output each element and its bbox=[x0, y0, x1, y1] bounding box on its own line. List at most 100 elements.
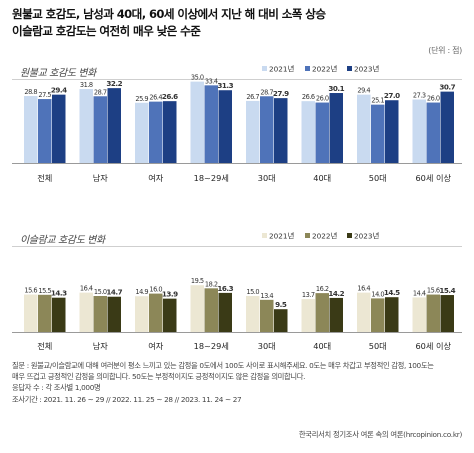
value-label-30대-2023년: 27.9 bbox=[273, 89, 289, 98]
value-label-60세 이상-2022년: 26.0 bbox=[427, 95, 440, 103]
legend-label-2023년: 2023년 bbox=[354, 65, 379, 74]
legend-label-2022년: 2022년 bbox=[312, 232, 337, 241]
headline-line-1: 원불교 호감도, 남성과 40대, 60세 이상에서 지난 해 대비 소폭 상승 bbox=[12, 7, 326, 21]
bar-남자-2022년 bbox=[93, 96, 107, 163]
value-label-18~29세-2022년: 18.2 bbox=[205, 280, 218, 288]
value-label-40대-2021년: 26.6 bbox=[302, 93, 315, 101]
value-label-남자-2021년: 31.8 bbox=[80, 81, 93, 89]
legend-swatch-2022년 bbox=[305, 233, 310, 238]
value-label-전체-2021년: 28.8 bbox=[24, 88, 37, 96]
value-label-40대-2021년: 13.7 bbox=[302, 291, 315, 299]
value-label-전체-2022년: 15.5 bbox=[38, 287, 51, 295]
value-label-남자-2022년: 15.0 bbox=[94, 288, 107, 296]
bar-60세 이상-2021년 bbox=[412, 297, 426, 332]
value-label-전체-2023년: 14.3 bbox=[51, 289, 67, 298]
bar-60세 이상-2021년 bbox=[412, 99, 426, 163]
bar-60세 이상-2023년 bbox=[440, 91, 454, 163]
value-label-여자-2023년: 26.6 bbox=[162, 92, 178, 101]
bar-40대-2022년 bbox=[315, 293, 329, 332]
category-label-전체: 전체 bbox=[37, 341, 52, 351]
unit-label: (단위 : 점) bbox=[428, 46, 462, 55]
legend-swatch-2022년 bbox=[305, 66, 310, 71]
bar-여자-2022년 bbox=[149, 101, 163, 163]
bar-50대-2021년 bbox=[357, 94, 371, 163]
section-divider-2 bbox=[12, 246, 462, 247]
bar-50대-2022년 bbox=[371, 298, 385, 332]
bar-30대-2021년 bbox=[246, 296, 260, 332]
value-label-여자-2022년: 16.0 bbox=[149, 286, 162, 294]
bar-여자-2023년 bbox=[163, 101, 177, 163]
value-label-40대-2023년: 30.1 bbox=[328, 84, 344, 93]
category-label-18~29세: 18~29세 bbox=[194, 173, 229, 183]
section-title-won-buddhism: 원불교 호감도 변화 bbox=[20, 68, 96, 79]
bar-전체-2021년 bbox=[24, 294, 38, 332]
bar-60세 이상-2022년 bbox=[426, 102, 440, 163]
category-label-60세 이상: 60세 이상 bbox=[415, 341, 451, 351]
bar-40대-2023년 bbox=[329, 297, 343, 332]
source-note: 한국리서치 정기조사 여론 속의 여론(hrcopinion.co.kr) bbox=[298, 430, 462, 439]
bar-30대-2022년 bbox=[260, 96, 274, 163]
bar-여자-2021년 bbox=[135, 296, 149, 332]
bar-여자-2023년 bbox=[163, 298, 177, 332]
bar-50대-2021년 bbox=[357, 292, 371, 332]
bar-18~29세-2021년 bbox=[190, 285, 204, 332]
value-label-40대-2022년: 16.2 bbox=[316, 285, 329, 293]
legend-label-2021년: 2021년 bbox=[269, 232, 294, 241]
category-label-60세 이상: 60세 이상 bbox=[415, 173, 451, 183]
category-label-40대: 40대 bbox=[313, 173, 331, 183]
bar-50대-2022년 bbox=[371, 104, 385, 163]
category-label-남자: 남자 bbox=[93, 341, 109, 351]
category-label-18~29세: 18~29세 bbox=[194, 341, 229, 351]
bar-18~29세-2023년 bbox=[218, 292, 232, 332]
value-label-50대-2023년: 14.5 bbox=[384, 288, 400, 297]
value-label-30대-2021년: 15.0 bbox=[246, 288, 259, 296]
legend-label-2022년: 2022년 bbox=[312, 65, 337, 74]
bar-40대-2023년 bbox=[329, 93, 343, 163]
bar-남자-2021년 bbox=[79, 292, 93, 332]
value-label-30대-2023년: 9.5 bbox=[275, 300, 287, 309]
value-label-여자-2021년: 14.9 bbox=[135, 288, 148, 296]
value-label-여자-2021년: 25.9 bbox=[135, 95, 148, 103]
bar-전체-2023년 bbox=[52, 297, 66, 332]
category-label-30대: 30대 bbox=[258, 173, 276, 183]
value-label-60세 이상-2023년: 30.7 bbox=[439, 83, 455, 92]
headline: 원불교 호감도, 남성과 40대, 60세 이상에서 지난 해 대비 소폭 상승… bbox=[12, 6, 464, 40]
bar-남자-2023년 bbox=[107, 296, 121, 332]
section-title-islam: 이슬람교 호감도 변화 bbox=[20, 235, 105, 246]
bar-60세 이상-2023년 bbox=[440, 295, 454, 332]
value-label-40대-2022년: 26.0 bbox=[316, 95, 329, 103]
value-label-30대-2021년: 26.7 bbox=[246, 93, 259, 101]
category-label-50대: 50대 bbox=[369, 173, 387, 183]
value-label-60세 이상-2023년: 15.4 bbox=[439, 286, 455, 295]
bar-전체-2022년 bbox=[38, 99, 52, 163]
bar-30대-2023년 bbox=[274, 98, 288, 163]
value-label-50대-2021년: 29.4 bbox=[357, 87, 370, 95]
bar-18~29세-2022년 bbox=[204, 85, 218, 163]
bar-남자-2022년 bbox=[93, 296, 107, 332]
category-label-남자: 남자 bbox=[93, 173, 109, 183]
bar-18~29세-2021년 bbox=[190, 81, 204, 163]
bar-40대-2021년 bbox=[301, 101, 315, 163]
value-label-40대-2023년: 14.2 bbox=[328, 289, 344, 298]
bar-남자-2023년 bbox=[107, 88, 121, 163]
value-label-남자-2023년: 32.2 bbox=[106, 79, 122, 88]
value-label-18~29세-2023년: 16.3 bbox=[217, 284, 233, 293]
legend-label-2021년: 2021년 bbox=[269, 65, 294, 74]
category-label-50대: 50대 bbox=[369, 341, 387, 351]
value-label-전체-2021년: 15.6 bbox=[24, 287, 37, 295]
value-label-18~29세-2022년: 33.4 bbox=[205, 77, 218, 85]
value-label-60세 이상-2021년: 27.3 bbox=[413, 92, 426, 100]
bar-30대-2021년 bbox=[246, 100, 260, 163]
bar-전체-2021년 bbox=[24, 96, 38, 163]
bar-60세 이상-2022년 bbox=[426, 294, 440, 332]
bar-18~29세-2022년 bbox=[204, 288, 218, 332]
bar-여자-2021년 bbox=[135, 102, 149, 163]
bar-30대-2022년 bbox=[260, 299, 274, 332]
headline-line-2: 이슬람교 호감도는 여전히 매우 낮은 수준 bbox=[12, 24, 201, 38]
category-label-여자: 여자 bbox=[148, 173, 164, 183]
bar-30대-2023년 bbox=[274, 309, 288, 332]
bar-50대-2023년 bbox=[385, 297, 399, 332]
question-line-1: 질문 : 원불교/이슬람교에 대해 여러분이 평소 느끼고 있는 감정을 0도에… bbox=[12, 361, 434, 370]
